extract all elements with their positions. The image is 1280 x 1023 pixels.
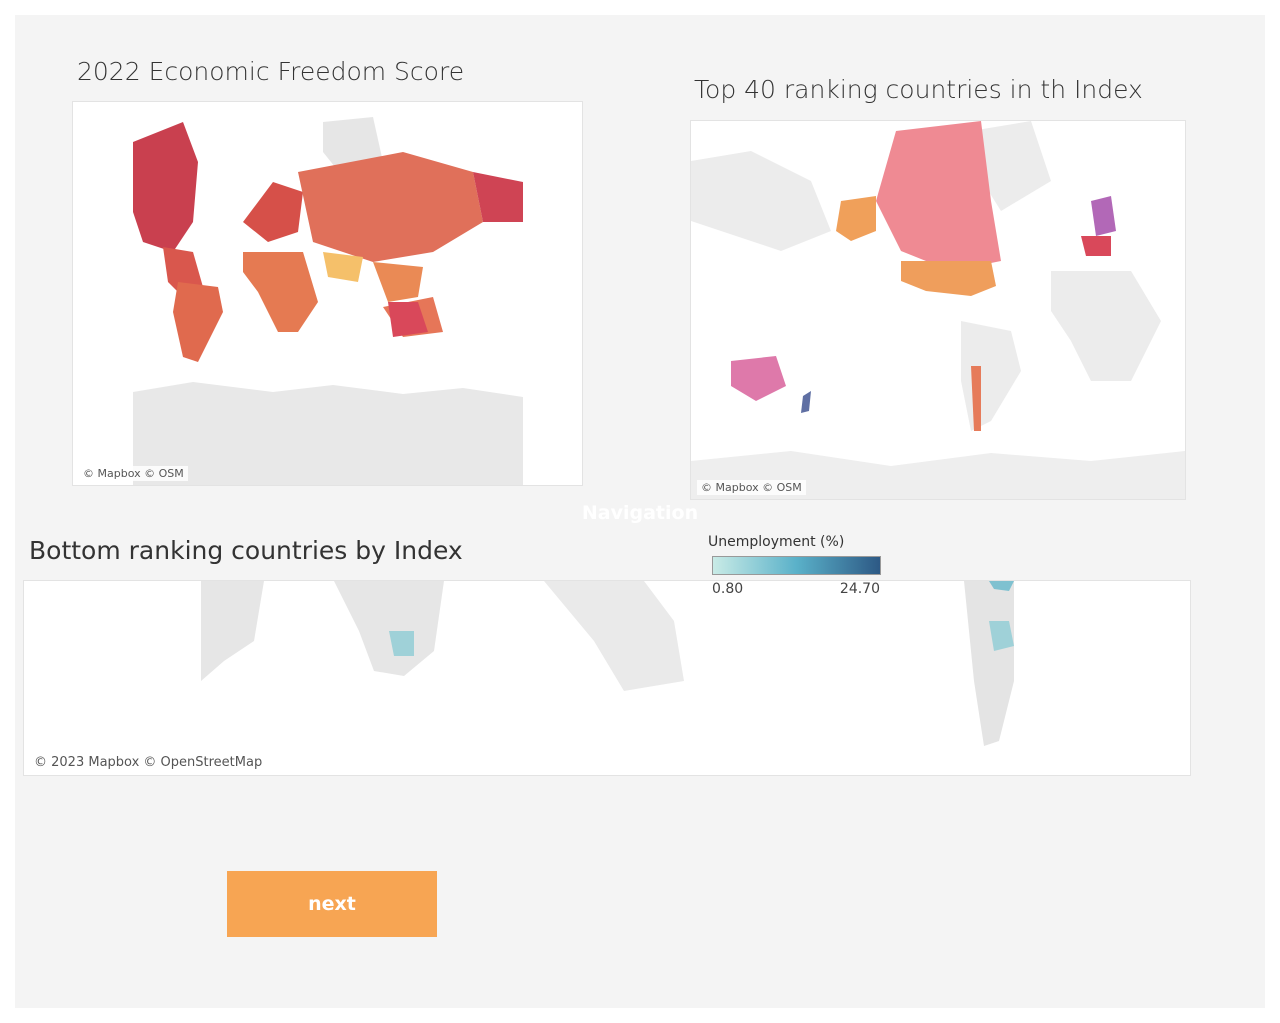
map-canvas [133, 102, 523, 485]
map-title: 2022 Economic Freedom Score [77, 57, 465, 86]
freedom-map[interactable]: © Mapbox © OSM [72, 101, 583, 486]
map-attribution: © Mapbox © OSM [697, 480, 806, 495]
map-title: Top 40 ranking countries in th Index [694, 75, 1143, 104]
map-attribution: © Mapbox © OSM [79, 466, 188, 481]
map-canvas [201, 581, 1014, 746]
map-canvas [691, 121, 1185, 499]
map-attribution: © 2023 Mapbox © OpenStreetMap [30, 754, 267, 771]
legend-title: Unemployment (%) [708, 534, 845, 550]
legend-gradient [712, 556, 881, 575]
bottom-map[interactable]: © 2023 Mapbox © OpenStreetMap [23, 580, 1191, 776]
map-title: Bottom ranking countries by Index [29, 536, 463, 565]
legend-min: 0.80 [712, 581, 744, 597]
legend-max: 24.70 [839, 581, 880, 597]
top-map[interactable]: © Mapbox © OSM [690, 120, 1186, 500]
next-button[interactable]: next [227, 871, 437, 937]
navigation-label[interactable]: Navigation [581, 502, 699, 524]
